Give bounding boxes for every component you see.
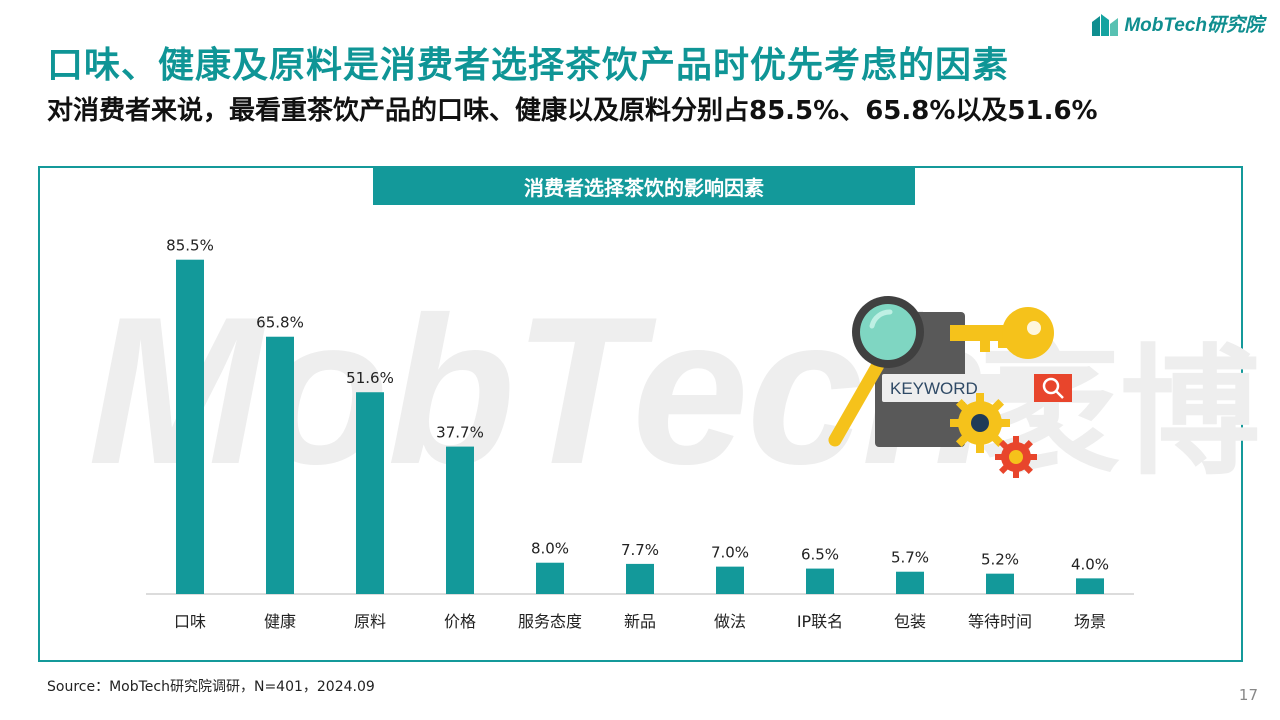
category-label: 场景 — [1074, 612, 1106, 631]
bar-value-label: 4.0% — [1071, 555, 1109, 573]
brand-logo: MobTech研究院 — [1092, 10, 1264, 37]
bar-value-label: 65.8% — [256, 314, 304, 332]
bar-value-label: 6.5% — [801, 546, 839, 564]
bar-8 — [806, 568, 834, 594]
bar-value-label: 37.7% — [436, 424, 484, 442]
category-label: 新品 — [624, 612, 656, 631]
bar-3 — [356, 392, 384, 594]
category-label: 口味 — [174, 612, 206, 631]
page-number: 17 — [1238, 686, 1258, 704]
bar-11 — [1076, 578, 1104, 594]
bar-7 — [716, 566, 744, 594]
key-icon — [950, 307, 1054, 359]
category-label: 等待时间 — [968, 612, 1032, 631]
bar-1 — [176, 259, 204, 594]
bar-value-label: 5.2% — [981, 551, 1019, 569]
gear-red-icon — [995, 436, 1037, 478]
logo-mark-icon — [1092, 13, 1119, 36]
bar-value-label: 8.0% — [531, 540, 569, 558]
gear-yellow-icon — [950, 393, 1010, 453]
keyword-search-illustration: KEYWORD — [828, 296, 1072, 478]
bar-value-label: 7.7% — [621, 541, 659, 559]
category-label: 健康 — [264, 612, 296, 631]
chart-title: 消费者选择茶饮的影响因素 — [373, 168, 915, 205]
keyword-text: KEYWORD — [890, 379, 978, 398]
bar-6 — [626, 563, 654, 594]
category-label: IP联名 — [797, 612, 843, 631]
bar-value-label: 85.5% — [166, 237, 214, 255]
page-title: 口味、健康及原料是消费者选择茶饮产品时优先考虑的因素 — [47, 45, 1010, 86]
page-subtitle: 对消费者来说，最看重茶饮产品的口味、健康以及原料分别占85.5%、65.8%以及… — [47, 96, 1098, 126]
bar-value-label: 51.6% — [346, 369, 394, 387]
bar-10 — [986, 573, 1014, 594]
category-label: 做法 — [714, 612, 746, 631]
bar-9 — [896, 571, 924, 594]
bar-5 — [536, 562, 564, 594]
source-note: Source：MobTech研究院调研，N=401，2024.09 — [47, 679, 375, 695]
bar-4 — [446, 446, 474, 594]
keyword-search-bar — [882, 374, 1034, 402]
chart-panel — [38, 166, 1243, 662]
magnifier-icon — [828, 296, 924, 447]
bar-value-label: 7.0% — [711, 544, 749, 562]
category-label: 包装 — [894, 612, 926, 631]
category-label: 原料 — [354, 612, 386, 631]
category-label: 服务态度 — [518, 612, 582, 631]
category-label: 价格 — [444, 612, 476, 631]
bar-value-label: 5.7% — [891, 549, 929, 567]
bar-2 — [266, 336, 294, 594]
logo-text: MobTech研究院 — [1124, 15, 1264, 36]
